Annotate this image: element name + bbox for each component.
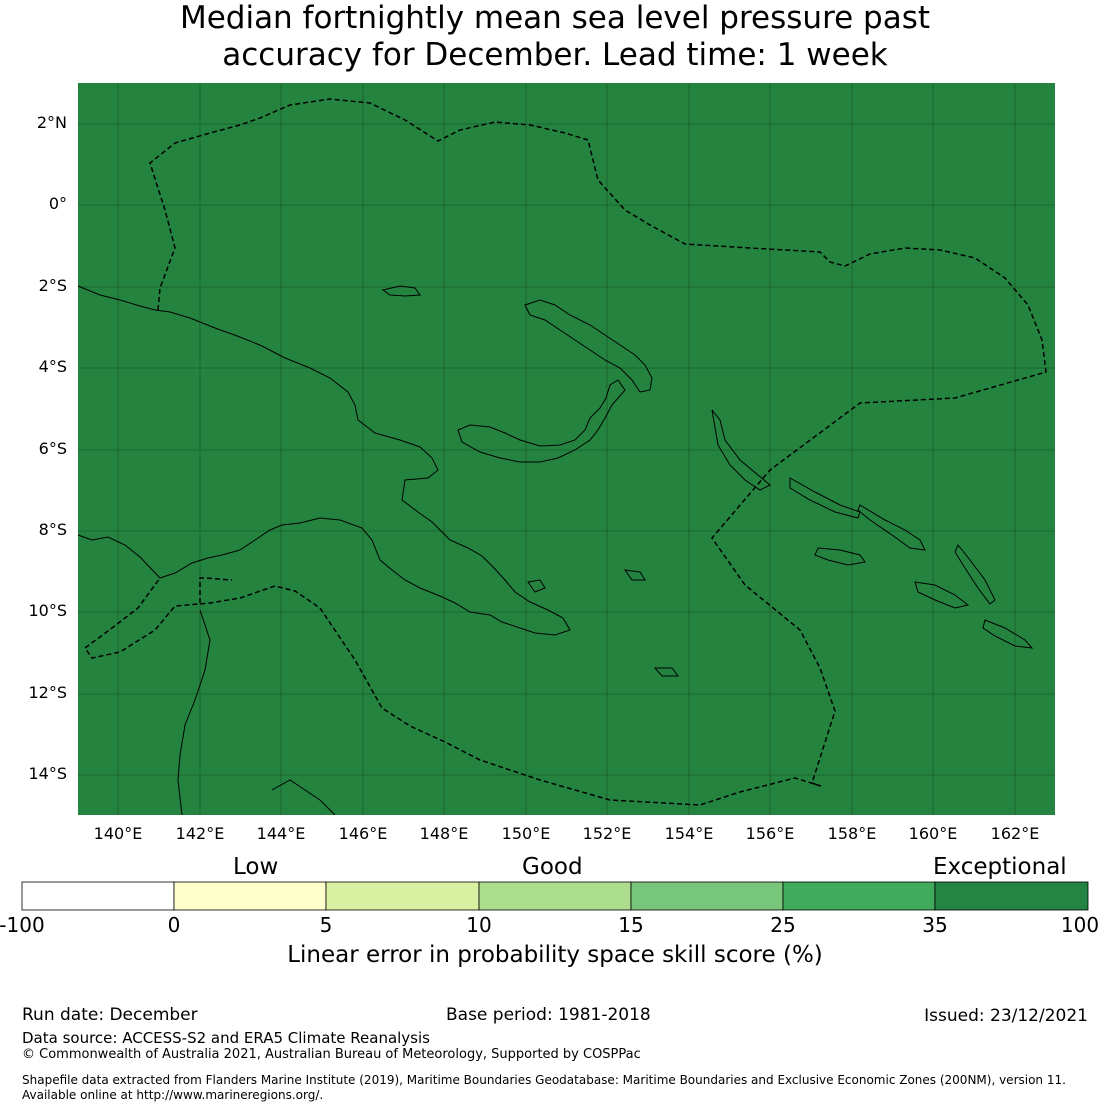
colorbar-segment-6 <box>934 881 1089 911</box>
coastline-trobriand <box>527 579 546 593</box>
colorbar <box>21 881 1089 911</box>
lat-label-8s: 8°S <box>38 520 67 539</box>
coastline-cape-york <box>177 609 211 816</box>
shapefile-credit-line-1: Shapefile data extracted from Flanders M… <box>22 1073 1066 1087</box>
lat-label-10s: 10°S <box>28 601 67 620</box>
colorbar-segment-3 <box>478 881 632 911</box>
colorbar-segment-1 <box>173 881 327 911</box>
colorbar-tick-7: 100 <box>1060 913 1100 937</box>
coastline-makira <box>914 581 970 609</box>
coastline-woodlark <box>623 569 646 581</box>
lat-label-14s: 14°S <box>28 764 67 783</box>
lat-label-12s: 12°S <box>28 683 67 702</box>
coastline-guadalcanal <box>814 547 866 566</box>
coastline-bougainville <box>711 409 771 491</box>
colorbar-tick-0: -100 <box>0 913 45 937</box>
lon-label-152e: 152°E <box>582 824 632 843</box>
colorbar-tick-1: 0 <box>167 913 181 937</box>
lat-label-4s: 4°S <box>38 357 67 376</box>
map-title-line-1: Median fortnightly mean sea level pressu… <box>179 0 931 36</box>
lon-label-150e: 150°E <box>501 824 551 843</box>
coastline-malaita <box>857 504 926 551</box>
lon-label-156e: 156°E <box>745 824 795 843</box>
lat-label-6s: 6°S <box>38 439 67 458</box>
lat-label-2n: 2°N <box>36 113 67 132</box>
colorbar-segment-2 <box>325 881 480 911</box>
coastline-new-britain <box>524 299 653 393</box>
colorbar-segment-4 <box>630 881 784 911</box>
colorbar-segment-5 <box>782 881 936 911</box>
coastline-santa-isabel <box>789 477 861 519</box>
eez-boundary <box>83 98 1047 806</box>
lon-label-148e: 148°E <box>419 824 469 843</box>
lon-label-158e: 158°E <box>827 824 877 843</box>
coastlines <box>77 285 1034 816</box>
coastline-new-guinea-north <box>77 285 571 636</box>
data-source: Data source: ACCESS-S2 and ERA5 Climate … <box>22 1029 430 1047</box>
colorbar-tick-3: 10 <box>466 913 492 937</box>
lon-label-140e: 140°E <box>93 824 143 843</box>
colorbar-title: Linear error in probability space skill … <box>287 942 823 968</box>
coastline-louisiade <box>653 667 679 677</box>
coastline-rennell <box>982 619 1034 649</box>
graticule <box>78 83 1055 815</box>
colorbar-tick-2: 5 <box>319 913 333 937</box>
lon-label-146e: 146°E <box>338 824 388 843</box>
map-title-line-2: accuracy for December. Lead time: 1 week <box>222 37 888 73</box>
lat-label-0: 0° <box>48 194 67 213</box>
coastline-vanuatu-north <box>954 544 996 605</box>
coastline-papuan-peninsula <box>457 379 626 463</box>
coastline-manus <box>381 285 421 297</box>
colorbar-segment-0 <box>21 881 175 911</box>
coastline-gulf-carpentaria-east <box>271 779 336 816</box>
copyright: © Commonwealth of Australia 2021, Austra… <box>22 1047 641 1062</box>
lon-label-144e: 144°E <box>256 824 306 843</box>
lon-label-154e: 154°E <box>664 824 714 843</box>
category-low: Low <box>233 854 279 880</box>
issued-date: Issued: 23/12/2021 <box>924 1006 1088 1026</box>
shapefile-credit-line-2: Available online at http://www.marinereg… <box>22 1088 324 1102</box>
lon-label-142e: 142°E <box>175 824 225 843</box>
colorbar-tick-5: 25 <box>770 913 796 937</box>
lon-label-160e: 160°E <box>908 824 958 843</box>
run-date: Run date: December <box>22 1005 198 1025</box>
colorbar-tick-6: 35 <box>922 913 948 937</box>
map-background <box>78 83 1055 815</box>
lat-label-2s: 2°S <box>38 276 67 295</box>
category-exceptional: Exceptional <box>933 854 1067 880</box>
base-period: Base period: 1981-2018 <box>446 1005 651 1025</box>
category-good: Good <box>522 854 583 880</box>
colorbar-tick-4: 15 <box>618 913 644 937</box>
lon-label-162e: 162°E <box>990 824 1040 843</box>
